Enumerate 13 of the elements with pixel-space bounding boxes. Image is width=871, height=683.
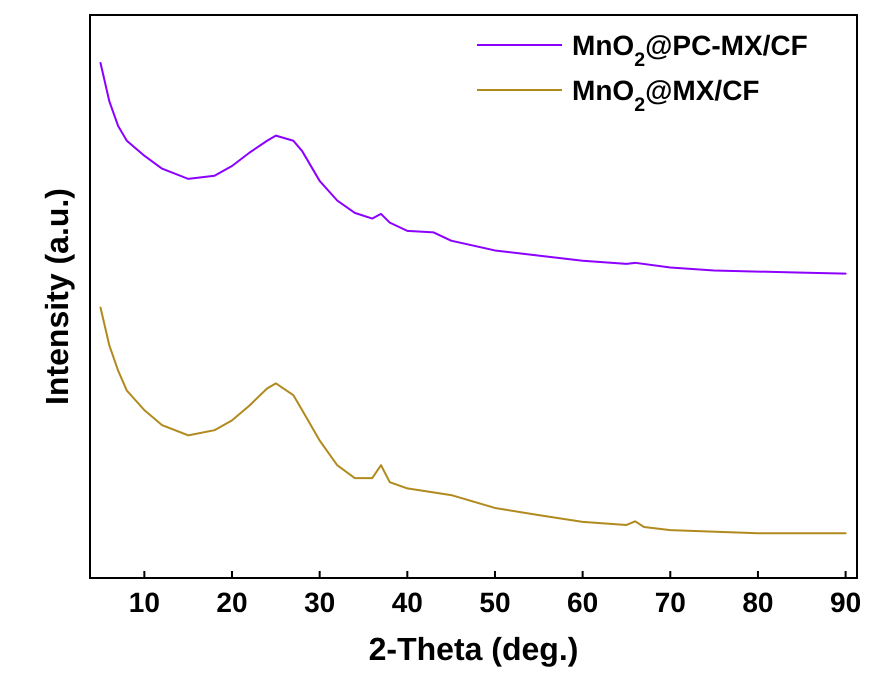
x-axis-title: 2-Theta (deg.)	[368, 631, 578, 667]
x-tick-label: 10	[128, 587, 160, 618]
x-tick-label: 30	[304, 587, 336, 618]
legend-label: MnO$_{2}$@MX/CF	[572, 75, 760, 116]
legend-label: MnO$_{2}$@PC-MX/CF	[572, 30, 808, 71]
x-tick-label: 40	[392, 587, 423, 618]
y-axis-title: Intensity (a.u.)	[39, 188, 75, 405]
x-tick-label: 90	[830, 587, 862, 618]
x-tick-label: 70	[654, 587, 686, 618]
x-tick-label: 80	[742, 587, 774, 618]
x-tick-label: 50	[479, 587, 511, 618]
x-tick-label: 60	[567, 587, 598, 618]
x-tick-label: 20	[216, 587, 248, 618]
